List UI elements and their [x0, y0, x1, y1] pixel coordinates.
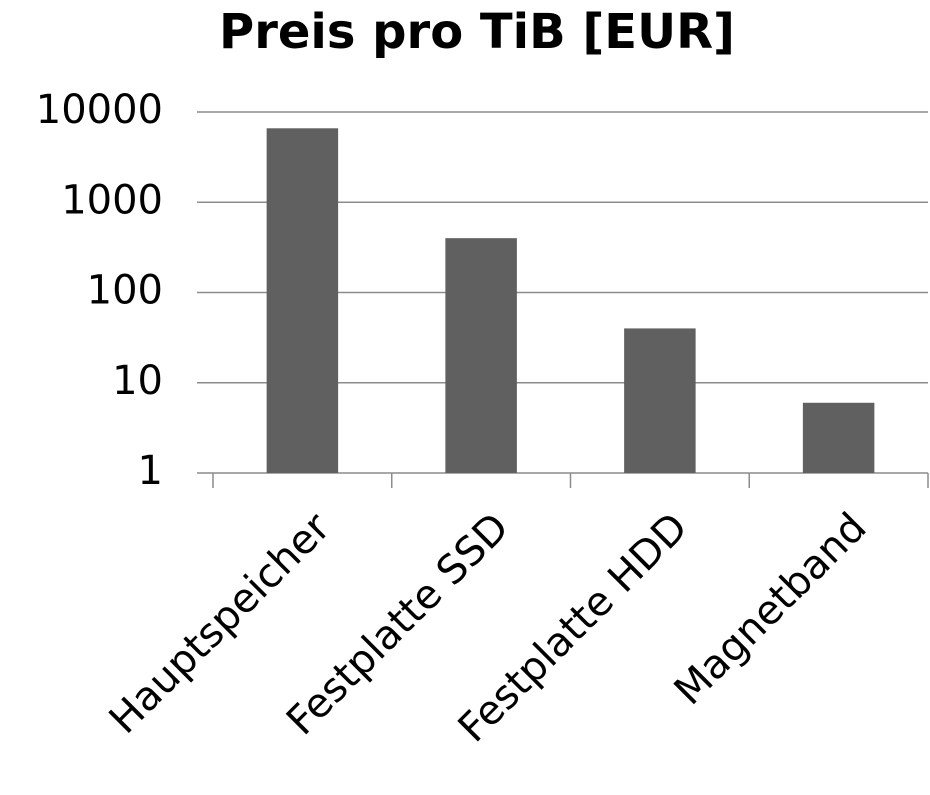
y-tick-label: 10: [112, 358, 163, 404]
chart-title: Preis pro TiB [EUR]: [219, 4, 735, 60]
bar: [624, 328, 696, 473]
bar: [802, 402, 875, 473]
bar: [266, 128, 339, 473]
x-tick-label: Magnetband: [666, 504, 876, 714]
y-tick-label: 10000: [36, 87, 163, 133]
y-tick-label: 1000: [61, 177, 163, 223]
bar: [445, 238, 517, 473]
y-tick-label: 1: [138, 448, 163, 494]
y-tick-label: 100: [87, 268, 163, 314]
